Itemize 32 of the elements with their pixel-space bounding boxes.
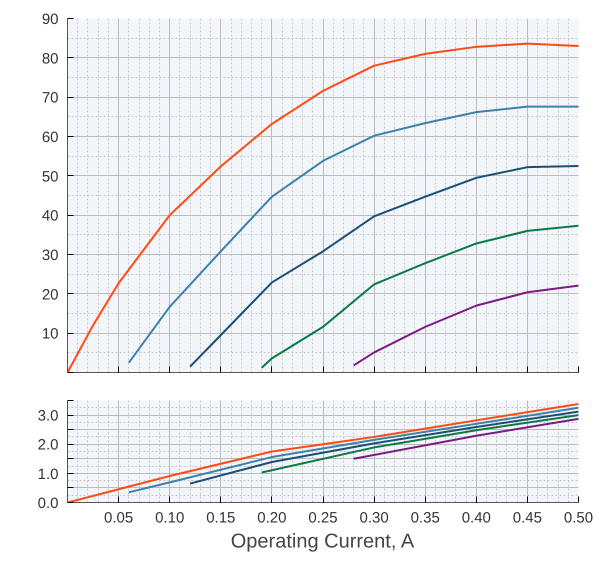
x-tick-label: 0.20 — [257, 510, 287, 526]
y-tick-label: 2.0 — [38, 436, 59, 454]
y-tick-label: 80 — [42, 50, 59, 68]
y-tick-label: 3.0 — [38, 408, 59, 425]
y-tick-label: 1.0 — [38, 466, 59, 483]
y-tick-label: 30 — [42, 247, 59, 264]
y-tick-label: 40 — [42, 208, 59, 225]
y-tick-label: 90 — [42, 11, 59, 28]
x-tick-label: 0.05 — [104, 510, 134, 526]
line-series — [128, 406, 578, 494]
x-tick-label: 0.15 — [206, 510, 236, 526]
line-series — [260, 414, 578, 474]
line-series — [260, 224, 578, 369]
x-axis-title: Operating Current, A — [230, 530, 415, 552]
line-series — [352, 284, 578, 366]
x-tick-label: 0.40 — [462, 510, 491, 526]
x-tick-label: 0.25 — [308, 510, 338, 526]
x-tick-label: 0.35 — [410, 510, 440, 526]
y-tick-label: 60 — [42, 129, 59, 146]
y-tick-label: 50 — [42, 168, 59, 186]
x-tick-label: 0.10 — [155, 510, 184, 526]
x-tick-label: 0.50 — [564, 510, 594, 526]
y-tick-label: 0.0 — [38, 495, 59, 512]
y-tick-label: 20 — [42, 286, 59, 304]
line-series — [189, 410, 578, 485]
line-series — [128, 106, 578, 364]
x-tick-label: 0.45 — [512, 510, 542, 526]
line-series — [189, 165, 578, 368]
y-tick-label: 70 — [42, 90, 59, 107]
y-tick-label: 10 — [42, 326, 59, 343]
line-series — [68, 402, 578, 502]
x-tick-label: 0.30 — [360, 510, 389, 526]
